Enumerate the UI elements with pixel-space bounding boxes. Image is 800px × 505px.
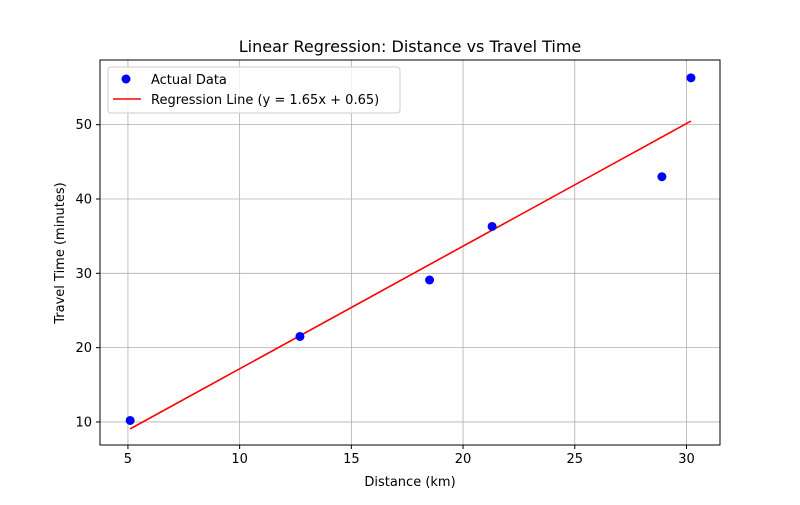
chart-title: Linear Regression: Distance vs Travel Ti…	[239, 37, 582, 56]
x-tick-label: 5	[124, 452, 132, 467]
y-tick-label: 40	[75, 192, 92, 207]
legend-label-actual-data: Actual Data	[151, 73, 227, 88]
data-point	[487, 221, 497, 231]
data-points-layer	[125, 73, 696, 425]
legend-marker-actual-data	[121, 74, 131, 84]
y-axis-label: Travel Time (minutes)	[53, 182, 68, 325]
y-tick-label: 30	[75, 267, 92, 282]
grid	[100, 60, 720, 445]
y-tick-label: 50	[75, 118, 92, 133]
x-tick-label: 30	[678, 452, 695, 467]
regression-line	[129, 120, 692, 430]
x-tick-label: 10	[231, 452, 248, 467]
data-point	[125, 415, 135, 425]
data-point	[295, 331, 305, 341]
data-point	[686, 73, 696, 83]
data-point	[425, 275, 435, 285]
legend-label-regression: Regression Line (y = 1.65x + 0.65)	[151, 93, 379, 108]
x-axis-label: Distance (km)	[364, 475, 455, 490]
legend: Actual Data Regression Line (y = 1.65x +…	[107, 66, 401, 114]
plot-frame	[99, 59, 721, 446]
regression-line-layer	[129, 120, 692, 430]
y-tick-label: 20	[75, 341, 92, 356]
data-point	[657, 172, 667, 182]
x-axis-ticks: 5 10 15 20 25 30	[124, 445, 695, 467]
legend-box	[107, 66, 401, 114]
x-tick-label: 25	[567, 452, 584, 467]
y-axis-ticks: 10 20 30 40 50	[75, 118, 100, 430]
x-tick-label: 20	[455, 452, 472, 467]
x-tick-label: 15	[343, 452, 360, 467]
y-tick-label: 10	[75, 415, 92, 430]
